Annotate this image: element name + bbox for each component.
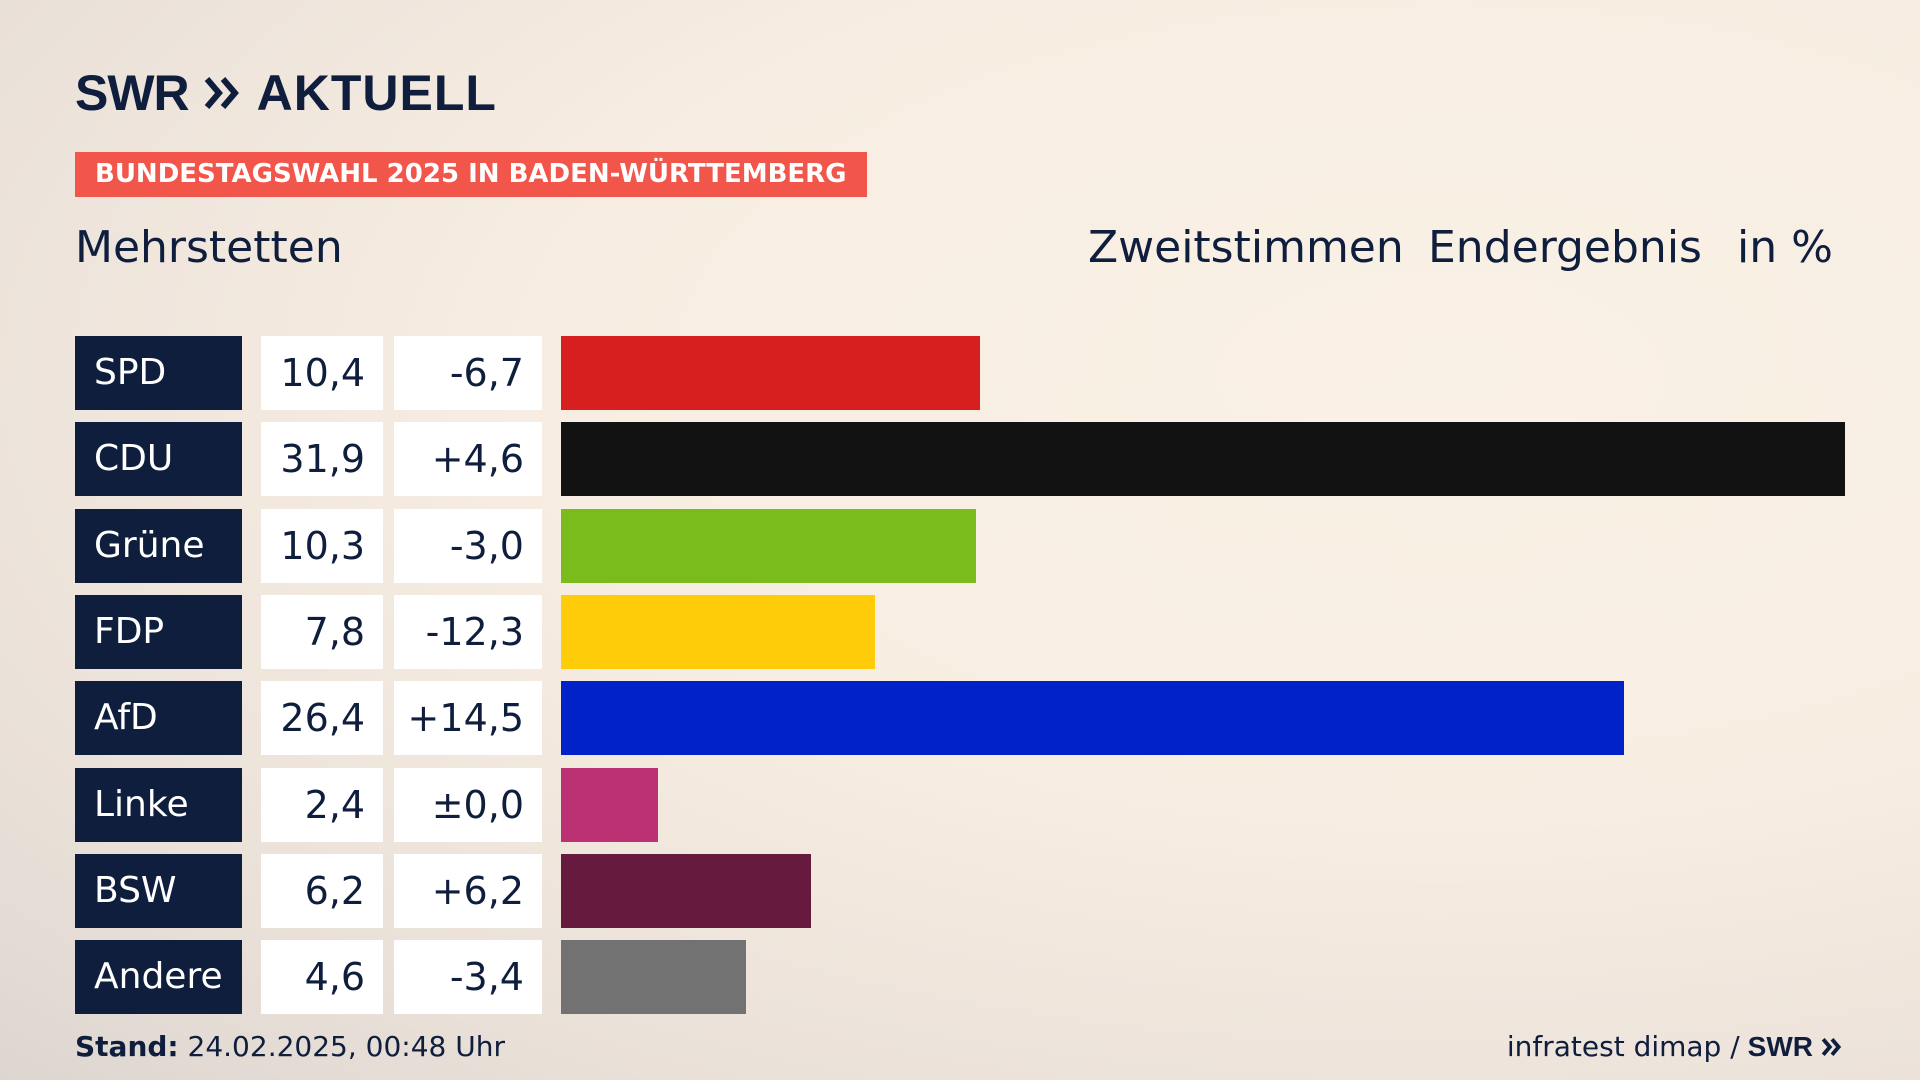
diff-label: -3,4 xyxy=(394,940,542,1014)
party-label: Andere xyxy=(75,940,242,1014)
diff-label: -12,3 xyxy=(394,595,542,669)
result-bar xyxy=(561,509,976,583)
election-banner: BUNDESTAGSWAHL 2025 IN BADEN-WÜRTTEMBERG xyxy=(75,152,867,197)
double-chevron-icon xyxy=(204,77,239,109)
vote-type-label: Zweitstimmen xyxy=(1088,222,1404,273)
result-bar xyxy=(561,681,1624,755)
source-brand: SWR xyxy=(1747,1030,1813,1062)
party-label: FDP xyxy=(75,595,242,669)
source-text: infratest dimap / xyxy=(1506,1030,1740,1063)
stand-label: Stand: xyxy=(75,1030,179,1063)
party-label: Linke xyxy=(75,768,242,842)
timestamp: Stand: 24.02.2025, 00:48 Uhr xyxy=(75,1030,505,1063)
value-label: 6,2 xyxy=(261,854,383,928)
unit-label: in % xyxy=(1737,222,1833,273)
swr-logo-text: SWR xyxy=(75,65,190,121)
result-bar xyxy=(561,940,746,1014)
result-status-label: Endergebnis xyxy=(1428,222,1702,273)
party-label: SPD xyxy=(75,336,242,410)
party-label: Grüne xyxy=(75,509,242,583)
result-bar xyxy=(561,768,658,842)
aktuell-logo-text: AKTUELL xyxy=(256,65,497,121)
swr-aktuell-logo: SWR AKTUELL xyxy=(75,65,497,121)
value-label: 26,4 xyxy=(261,681,383,755)
value-label: 10,4 xyxy=(261,336,383,410)
place-title: Mehrstetten xyxy=(75,222,343,273)
diff-label: -3,0 xyxy=(394,509,542,583)
value-label: 4,6 xyxy=(261,940,383,1014)
result-bar xyxy=(561,336,980,410)
diff-label: +14,5 xyxy=(394,681,542,755)
diff-label: -6,7 xyxy=(394,336,542,410)
result-bar xyxy=(561,854,811,928)
diff-label: +4,6 xyxy=(394,422,542,496)
diff-label: +6,2 xyxy=(394,854,542,928)
result-bar xyxy=(561,595,875,669)
source-credit: infratest dimap / SWR xyxy=(1507,1030,1843,1063)
value-label: 31,9 xyxy=(261,422,383,496)
value-label: 7,8 xyxy=(261,595,383,669)
double-chevron-icon xyxy=(1821,1037,1842,1056)
party-label: AfD xyxy=(75,681,242,755)
value-label: 2,4 xyxy=(261,768,383,842)
value-label: 10,3 xyxy=(261,509,383,583)
party-label: CDU xyxy=(75,422,242,496)
party-label: BSW xyxy=(75,854,242,928)
result-bar xyxy=(561,422,1845,496)
stand-value: 24.02.2025, 00:48 Uhr xyxy=(187,1030,505,1063)
diff-label: ±0,0 xyxy=(394,768,542,842)
